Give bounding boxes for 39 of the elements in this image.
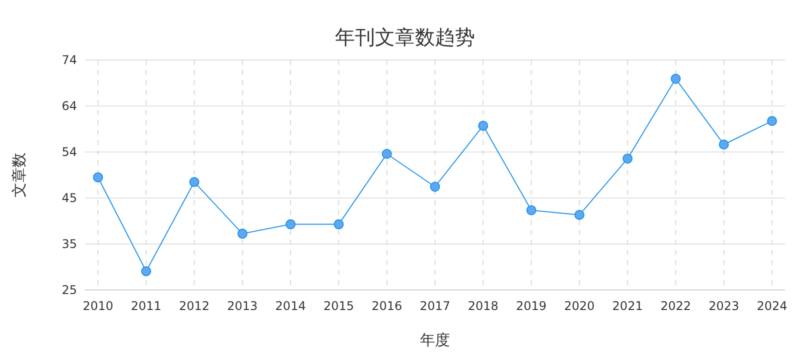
y-tick-label: 74	[62, 53, 77, 67]
point	[670, 74, 681, 84]
x-tick-label: 2017	[420, 299, 450, 313]
point	[526, 205, 536, 216]
y-axis-title: 文章数	[10, 152, 28, 198]
point	[430, 182, 440, 192]
x-tick-label: 2010	[82, 299, 114, 313]
point	[382, 148, 392, 159]
point	[478, 120, 488, 131]
x-tick-label: 2014	[275, 299, 306, 313]
point	[189, 177, 200, 188]
chart-title: 年刊文章数趋势	[335, 25, 475, 49]
x-tick-label: 2022	[660, 299, 691, 313]
point	[718, 139, 729, 150]
x-axis-title: 年度	[420, 331, 450, 349]
y-tick-label: 64	[62, 99, 77, 113]
point	[141, 266, 152, 276]
x-tick-label: 2011	[130, 299, 162, 313]
point	[334, 219, 344, 230]
point	[286, 219, 296, 230]
point	[767, 116, 777, 126]
x-tick-label: 2021	[612, 299, 643, 313]
y-tick-label: 54	[62, 145, 77, 159]
x-tick-label: 2018	[468, 299, 498, 313]
x-tick-label: 2015	[323, 299, 354, 313]
y-tick-label: 35	[62, 237, 77, 251]
point	[622, 154, 633, 164]
point	[93, 172, 103, 182]
x-tick-label: 2019	[516, 299, 547, 313]
y-tick-label: 45	[62, 191, 77, 205]
x-tick-label: 2016	[372, 299, 402, 313]
y-tick-label: 25	[62, 283, 77, 297]
point	[237, 228, 248, 239]
x-tick-label: 2013	[227, 299, 258, 313]
x-tick-label: 2012	[179, 299, 210, 313]
x-tick-label: 2024	[756, 299, 788, 313]
point	[574, 210, 584, 220]
x-tick-label: 2020	[564, 299, 595, 313]
x-tick-label: 2023	[708, 299, 740, 313]
